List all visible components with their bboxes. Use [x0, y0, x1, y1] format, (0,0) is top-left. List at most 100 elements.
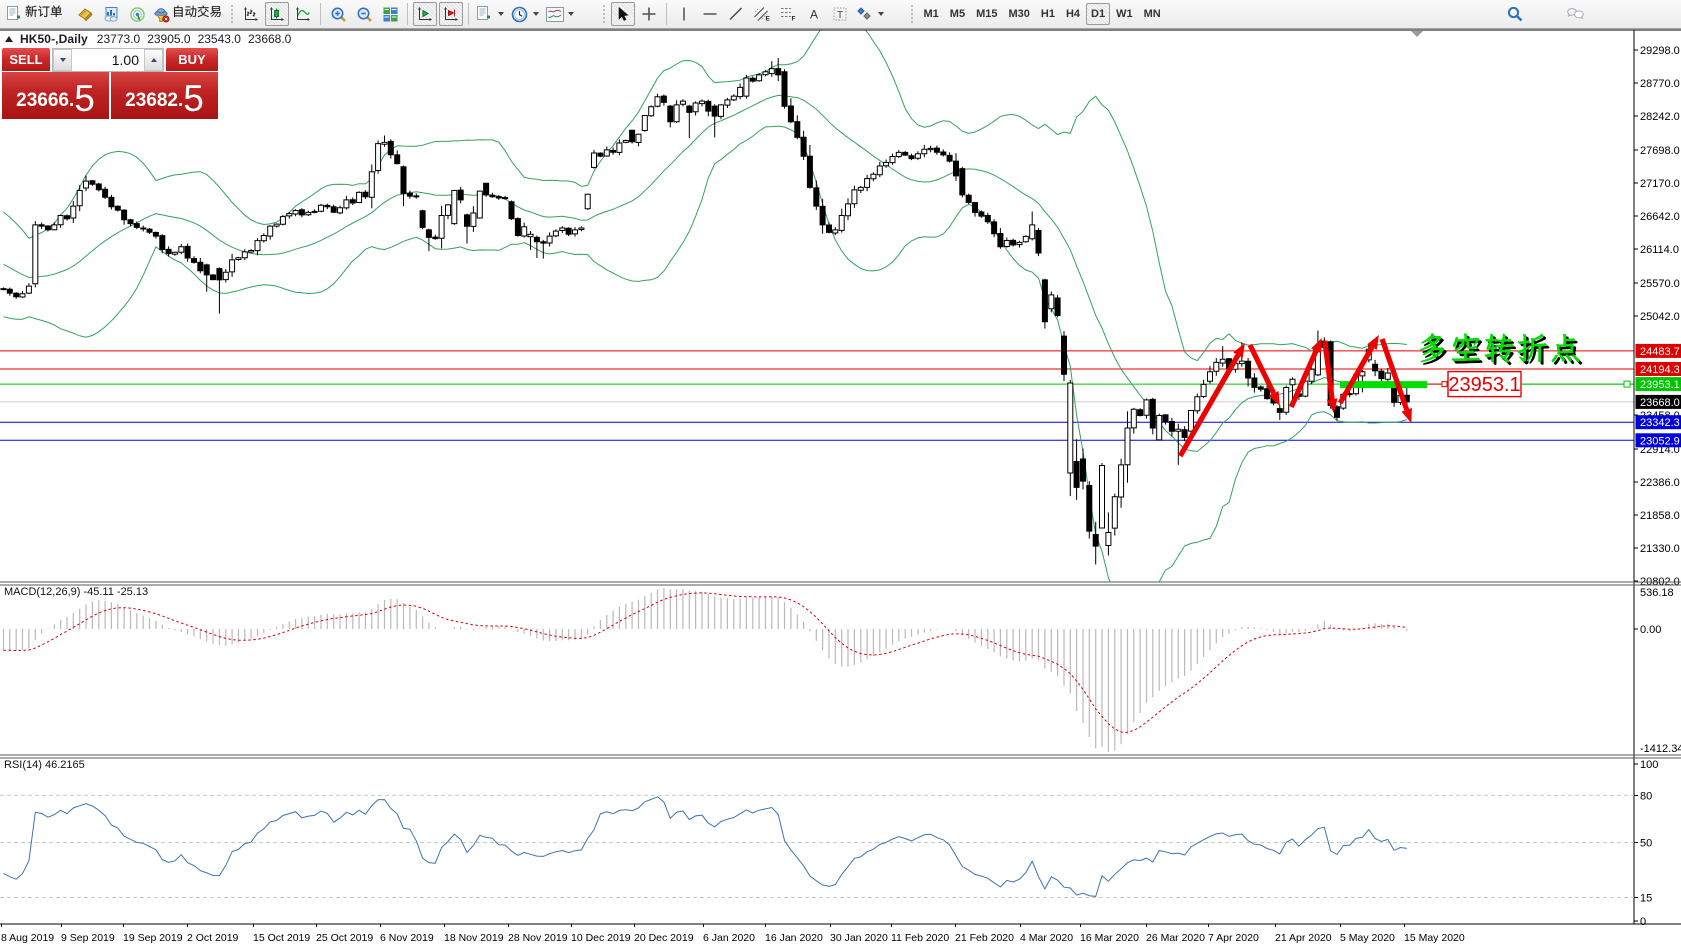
- trend-arrow-head[interactable]: [1268, 391, 1280, 406]
- timeframe-m15-button[interactable]: M15: [976, 8, 998, 20]
- price-badge-label: 24483.7: [1640, 346, 1680, 358]
- vertical-line-button[interactable]: [672, 2, 696, 26]
- time-axis-label: 9 Sep 2019: [61, 932, 115, 944]
- toolbar-group-timeframes: M1 M5 M15 M30 H1 H4 D1 W1 MN: [908, 0, 1166, 28]
- trend-arrow-head[interactable]: [1401, 408, 1412, 423]
- time-axis-label: 25 Oct 2019: [316, 932, 373, 944]
- timeframe-w1-button[interactable]: W1: [1116, 8, 1133, 20]
- fibonacci-button[interactable]: F: [776, 2, 800, 26]
- line-anchor-handle[interactable]: [1623, 380, 1631, 388]
- trend-arrow-line[interactable]: [1379, 338, 1410, 411]
- volume-decrease-button[interactable]: [53, 49, 72, 71]
- chart-shift-marker[interactable]: [1411, 31, 1423, 37]
- sell-price-display[interactable]: 23666. 5: [2, 72, 109, 119]
- crosshair-button[interactable]: [637, 2, 661, 26]
- toolbar-grip[interactable]: [228, 3, 235, 25]
- cursor-button[interactable]: [611, 2, 635, 26]
- text-button[interactable]: A: [802, 2, 826, 26]
- price-badge: [1635, 377, 1681, 392]
- search-button[interactable]: [1503, 2, 1527, 26]
- tile-windows-button[interactable]: [378, 2, 402, 26]
- line-chart-button[interactable]: [291, 2, 315, 26]
- trend-arrow-line[interactable]: [1337, 345, 1375, 405]
- symbol-bar[interactable]: HK50-,Daily 23773.0 23905.0 23543.0 2366…: [5, 32, 298, 46]
- price-axis-label: 21858.0: [1640, 510, 1680, 522]
- trend-arrow-line[interactable]: [1247, 343, 1277, 395]
- new-order-button[interactable]: [4, 2, 71, 26]
- timeframe-m5-button[interactable]: M5: [949, 8, 966, 20]
- trend-arrow-line[interactable]: [1322, 340, 1335, 400]
- svg-text:T: T: [837, 10, 843, 21]
- toolbar-group-trade: [3, 0, 231, 28]
- bollinger-lower-band: [3, 125, 1407, 582]
- text-label-button[interactable]: T: [828, 2, 852, 26]
- zoom-out-button[interactable]: [352, 2, 376, 26]
- equidistant-channel-button[interactable]: E: [750, 2, 774, 26]
- signals-button[interactable]: [125, 2, 149, 26]
- level-label-text: 23953.1: [1448, 374, 1520, 396]
- publish-chart-button[interactable]: [99, 2, 123, 26]
- trend-arrow-head[interactable]: [1233, 343, 1245, 358]
- trend-arrow-head[interactable]: [1326, 398, 1338, 413]
- trend-arrow-head[interactable]: [1367, 335, 1379, 350]
- autotrading-label: [172, 4, 226, 24]
- line-anchor-handle[interactable]: [1441, 381, 1448, 388]
- chart-shift-button[interactable]: [439, 2, 463, 26]
- timeframe-h4-button[interactable]: H4: [1065, 8, 1080, 20]
- time-axis-label: 6 Nov 2019: [380, 932, 434, 944]
- time-axis-label: 16 Jan 2020: [765, 932, 823, 944]
- macd-axis-max: 536.18: [1640, 587, 1674, 599]
- bar-chart-button[interactable]: [239, 2, 263, 26]
- ohlc-open: 23773.0: [96, 32, 141, 46]
- indicators-button[interactable]: [474, 2, 507, 26]
- svg-text:E: E: [766, 16, 771, 23]
- periods-button[interactable]: [509, 2, 542, 26]
- timeframe-h1-button[interactable]: H1: [1040, 8, 1055, 20]
- trend-arrow-line[interactable]: [1177, 353, 1241, 458]
- shapes-button[interactable]: [854, 2, 887, 26]
- volume-increase-button[interactable]: [144, 49, 163, 71]
- volume-input[interactable]: [72, 49, 144, 71]
- trendline-button[interactable]: [724, 2, 748, 26]
- price-badge: [1635, 394, 1681, 409]
- buy-button[interactable]: BUY: [166, 48, 218, 72]
- level-label-box[interactable]: [1447, 370, 1522, 398]
- rsi-axis-label: 100: [1640, 759, 1658, 771]
- toolbar-grip[interactable]: [600, 3, 607, 25]
- equidistant-channel-icon: E: [753, 5, 772, 24]
- time-axis-label: 4 Mar 2020: [1020, 932, 1073, 944]
- time-axis-label: 21 Apr 2020: [1275, 932, 1332, 944]
- highlight-level-bar[interactable]: [1340, 381, 1427, 389]
- buy-price-display[interactable]: 23682. 5: [111, 72, 218, 119]
- toolbar-grip[interactable]: [908, 3, 915, 25]
- trend-arrow-line[interactable]: [1288, 349, 1319, 409]
- tile-windows-icon: [381, 5, 400, 24]
- timeframe-m30-button[interactable]: M30: [1008, 8, 1030, 20]
- templates-button[interactable]: [544, 2, 577, 26]
- timeframe-d1-button[interactable]: D1: [1086, 3, 1111, 25]
- price-axis-label: 27698.0: [1640, 145, 1680, 157]
- collapse-panel-icon[interactable]: [5, 36, 13, 42]
- timeframe-mn-button[interactable]: MN: [1143, 8, 1161, 20]
- price-axis-label: 25042.0: [1640, 311, 1680, 323]
- sell-button[interactable]: SELL: [2, 48, 50, 72]
- chart-area[interactable]: 23953.1 29298.0 28770.0 28242.0 27698.0 27170…: [0, 29, 1681, 948]
- candlestick-chart-button[interactable]: [265, 2, 289, 26]
- price-axis-label: 26114.0: [1640, 244, 1679, 256]
- timeframe-m1-button[interactable]: M1: [923, 8, 939, 20]
- price-axis-label: 22386.0: [1640, 477, 1680, 489]
- time-axis-label: 6 Jan 2020: [703, 932, 755, 944]
- sell-price-main: 23666.: [16, 90, 75, 111]
- journal-button[interactable]: [73, 2, 97, 26]
- autotrading-icon: [152, 5, 171, 24]
- zoom-in-button[interactable]: [326, 2, 350, 26]
- horizontal-line-button[interactable]: [698, 2, 722, 26]
- autotrading-button[interactable]: [151, 2, 230, 26]
- time-axis-label: 20 Dec 2019: [634, 932, 694, 944]
- toolbar-separator: [407, 3, 408, 25]
- timeframe-buttons: M1 M5 M15 M30 H1 H4 D1 W1 MN: [918, 3, 1166, 25]
- trend-arrow-head[interactable]: [1311, 338, 1322, 353]
- time-axis-label: 28 Nov 2019: [508, 932, 568, 944]
- auto-scroll-button[interactable]: [413, 2, 437, 26]
- chat-button[interactable]: [1563, 2, 1587, 26]
